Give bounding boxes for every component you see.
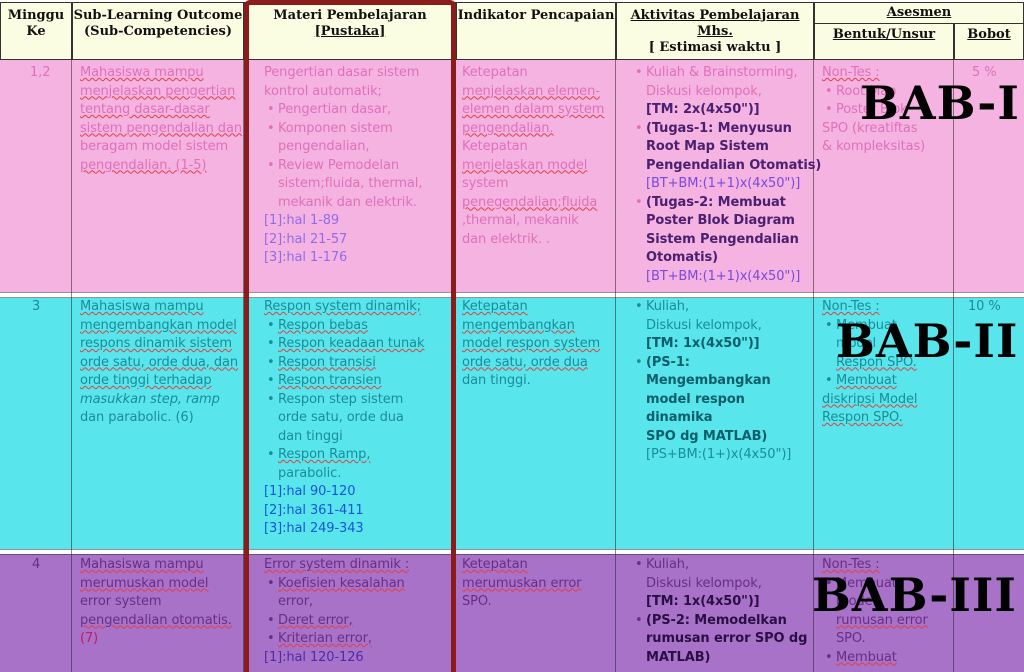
row-gap	[0, 292, 1024, 298]
row-gap	[0, 549, 1024, 554]
row-1-indikator: Ketepatan menjelaskan elemen- elemen dal…	[462, 65, 605, 247]
header-minggu: Minggu Ke	[0, 2, 72, 60]
row-divider	[0, 297, 1024, 298]
list-item: Poster Blok	[825, 101, 952, 120]
row-2-materi: Respon system dinamik; Respon bebas Resp…	[264, 298, 452, 539]
row-1-bobot: 5 %	[972, 65, 997, 80]
list-item: Kuliah & Brainstorming,Diskusi kelompok,…	[635, 64, 812, 120]
list-item: Kuliah,Diskusi kelompok,[TM: 1x(4x50")]	[635, 556, 812, 612]
list-item: Deret error,	[267, 612, 452, 631]
row-2-sub-learning: Mahasiswa mampu mengembangkan model resp…	[80, 299, 239, 425]
list-item: Respon transisi	[267, 354, 452, 373]
column-divider	[813, 60, 814, 672]
row-divider	[0, 549, 1024, 550]
row-1-aktivitas: Kuliah & Brainstorming,Diskusi kelompok,…	[632, 64, 821, 287]
row-3-aktivitas: Kuliah,Diskusi kelompok,[TM: 1x(4x50")] …	[632, 556, 812, 667]
header-bobot: Bobot	[954, 23, 1024, 60]
chapter-label: BAB-I	[860, 76, 1020, 130]
row-divider	[0, 554, 1024, 555]
row-divider	[0, 292, 1024, 293]
row-1-materi: Pengertian dasar sistem kontrol automati…	[264, 64, 452, 268]
header-aktivitas: Aktivitas Pembelajaran Mhs.[ Estimasi wak…	[616, 2, 814, 60]
header-bentuk: Bentuk/Unsur	[814, 23, 954, 60]
header-asesmen: Asesmen	[814, 2, 1024, 24]
reference: [1]:hal 90-120	[264, 484, 356, 499]
list-item: Respon keadaan tunak	[267, 335, 452, 354]
reference: [3]:hal 1-176	[264, 250, 348, 265]
row-3-materi: Error system dinamik : Koefisien kesalah…	[264, 556, 452, 667]
header-sub-learning: Sub-Learning Outcome (Sub-Competencies)	[72, 2, 244, 60]
header-indikator: Indikator Pencapaian	[456, 2, 616, 60]
list-item: Respon transien	[267, 372, 452, 391]
column-divider	[243, 60, 244, 672]
column-divider	[615, 60, 616, 672]
list-item: Respon bebas	[267, 317, 452, 336]
list-item: Membuat	[825, 372, 952, 391]
row-3-minggu: 4	[32, 557, 41, 572]
row-1-minggu: 1,2	[30, 65, 51, 80]
reference: [1]:hal 120-126	[264, 649, 364, 665]
column-divider	[71, 60, 72, 672]
materi-column-highlight-frame	[244, 0, 456, 672]
row-1-sub-learning: Mahasiswa mampu menjelaskan pengertian t…	[80, 65, 242, 173]
reference: [1]:hal 1-89	[264, 213, 340, 228]
row-3-sub-learning: Mahasiswa mampu merumuskan model error s…	[80, 557, 232, 646]
row-2-indikator: Ketepatan mengembangkan model respon sys…	[462, 299, 601, 388]
row-1-bentuk: Non-Tes : Root Map Poster Blok SPO (krea…	[822, 64, 952, 157]
list-item: Membuat	[825, 649, 952, 668]
reference: [3]:hal 249-343	[264, 521, 364, 536]
row-3-indikator: Ketepatan merumuskan error SPO.	[462, 557, 582, 609]
chapter-label: BAB-III	[812, 568, 1017, 622]
list-item: Kuliah,Diskusi kelompok,[TM: 1x(4x50")]	[635, 298, 812, 354]
column-divider	[953, 60, 954, 672]
list-item: Respon Ramp,parabolic.	[267, 446, 452, 483]
list-item: Pengertian dasar,	[267, 101, 452, 120]
row-2-bobot: 10 %	[968, 299, 1001, 314]
reference: [2]:hal 361-411	[264, 502, 364, 518]
list-item: Root Map	[825, 83, 952, 102]
reference: [2]:hal 21-57	[264, 231, 348, 247]
row-2-minggu: 3	[32, 299, 41, 314]
row-2-aktivitas: Kuliah,Diskusi kelompok,[TM: 1x(4x50")] …	[632, 298, 812, 465]
chapter-label: BAB-II	[836, 314, 1019, 368]
list-item: Kriterian error,	[267, 630, 452, 649]
